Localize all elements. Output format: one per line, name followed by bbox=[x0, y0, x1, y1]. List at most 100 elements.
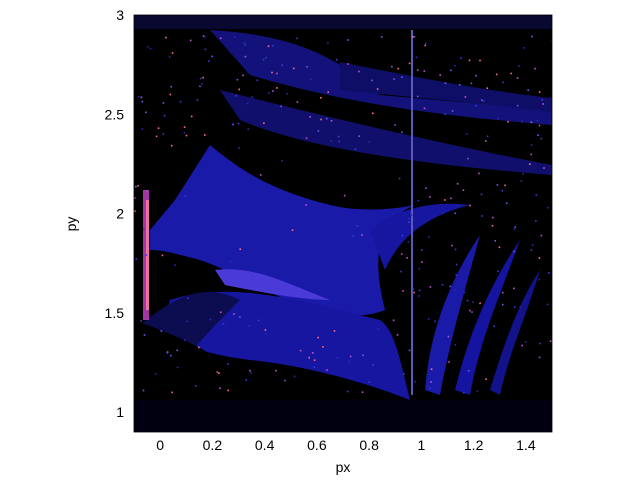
speck bbox=[521, 344, 523, 347]
speck bbox=[410, 211, 412, 214]
speck bbox=[396, 334, 399, 336]
speck bbox=[189, 39, 192, 42]
speck bbox=[326, 369, 328, 371]
speck bbox=[349, 355, 352, 358]
speck bbox=[518, 65, 520, 67]
speck bbox=[227, 363, 229, 365]
speck bbox=[462, 189, 465, 191]
speck bbox=[243, 41, 246, 44]
speck bbox=[143, 334, 146, 336]
speck bbox=[308, 356, 310, 359]
speck bbox=[135, 258, 138, 260]
speck bbox=[162, 133, 165, 135]
speck bbox=[471, 311, 473, 313]
speck bbox=[454, 344, 457, 346]
speck bbox=[410, 214, 413, 217]
speck bbox=[450, 197, 452, 200]
speck bbox=[284, 379, 286, 382]
speck bbox=[219, 311, 222, 313]
speck bbox=[538, 257, 541, 259]
speck bbox=[238, 88, 240, 91]
speck bbox=[475, 104, 477, 107]
speck bbox=[371, 79, 373, 82]
speck bbox=[507, 120, 509, 123]
speck bbox=[476, 390, 479, 392]
plot-frame bbox=[133, 14, 553, 433]
speck bbox=[260, 174, 262, 176]
speck bbox=[330, 140, 333, 142]
speck bbox=[468, 59, 471, 62]
lower-blue-sweep bbox=[160, 291, 410, 400]
speck bbox=[408, 221, 410, 223]
speck bbox=[454, 248, 457, 251]
speck bbox=[535, 194, 538, 196]
speck bbox=[262, 58, 265, 61]
top-band bbox=[134, 15, 552, 29]
speck bbox=[408, 349, 411, 352]
y-tick-label: 1 bbox=[116, 404, 124, 420]
speck bbox=[492, 216, 494, 219]
speck bbox=[425, 42, 427, 45]
speck bbox=[311, 352, 314, 354]
speck bbox=[463, 391, 465, 394]
speck bbox=[451, 110, 454, 112]
speck bbox=[246, 102, 249, 105]
speck bbox=[481, 215, 483, 217]
speck bbox=[398, 177, 401, 180]
speck bbox=[317, 130, 320, 132]
speck bbox=[222, 323, 225, 325]
speck bbox=[397, 67, 400, 70]
speck bbox=[478, 172, 480, 175]
upper-blue-band bbox=[340, 62, 552, 112]
speck bbox=[475, 74, 477, 77]
speck bbox=[539, 342, 541, 345]
speck bbox=[170, 354, 172, 357]
speck bbox=[161, 254, 164, 257]
speck bbox=[394, 124, 396, 126]
speck bbox=[247, 128, 249, 130]
speck bbox=[348, 360, 351, 363]
speck bbox=[400, 270, 402, 273]
speck bbox=[454, 65, 456, 67]
speck bbox=[408, 62, 411, 65]
speck bbox=[513, 250, 515, 253]
speck bbox=[406, 257, 408, 259]
speck bbox=[505, 202, 508, 204]
x-tick-label: 0.2 bbox=[203, 437, 223, 453]
speck bbox=[145, 111, 147, 114]
x-tick-label: 1 bbox=[417, 437, 425, 453]
speck bbox=[204, 134, 206, 136]
speck bbox=[416, 95, 419, 98]
upper-blue-sheet bbox=[210, 30, 552, 125]
speck bbox=[296, 37, 298, 40]
speck bbox=[320, 118, 322, 121]
x-tick-label: 0.6 bbox=[307, 437, 327, 453]
speck bbox=[441, 283, 444, 286]
right-blue-wedge-2 bbox=[455, 240, 520, 395]
speck bbox=[275, 369, 277, 372]
speck bbox=[408, 217, 410, 220]
speck bbox=[479, 59, 481, 62]
speck bbox=[280, 105, 282, 108]
speck bbox=[401, 76, 403, 78]
speck bbox=[137, 95, 140, 98]
speck bbox=[174, 264, 176, 266]
speck bbox=[372, 112, 374, 115]
speck bbox=[239, 316, 241, 318]
speck bbox=[541, 99, 543, 101]
x-axis: 0 0.2 0.4 0.6 0.8 1 1.2 1.4 bbox=[156, 437, 536, 453]
speck bbox=[535, 220, 537, 222]
speck bbox=[135, 185, 137, 188]
speck bbox=[402, 290, 404, 292]
speck bbox=[421, 249, 423, 251]
speck bbox=[472, 301, 474, 303]
speck bbox=[516, 104, 519, 107]
speck bbox=[209, 318, 212, 321]
speck bbox=[306, 66, 308, 68]
speck bbox=[455, 274, 458, 276]
y-tick-label: 1.5 bbox=[105, 305, 125, 321]
speck bbox=[504, 184, 506, 187]
speck bbox=[418, 289, 421, 292]
speck bbox=[502, 303, 504, 306]
speck bbox=[199, 85, 201, 88]
